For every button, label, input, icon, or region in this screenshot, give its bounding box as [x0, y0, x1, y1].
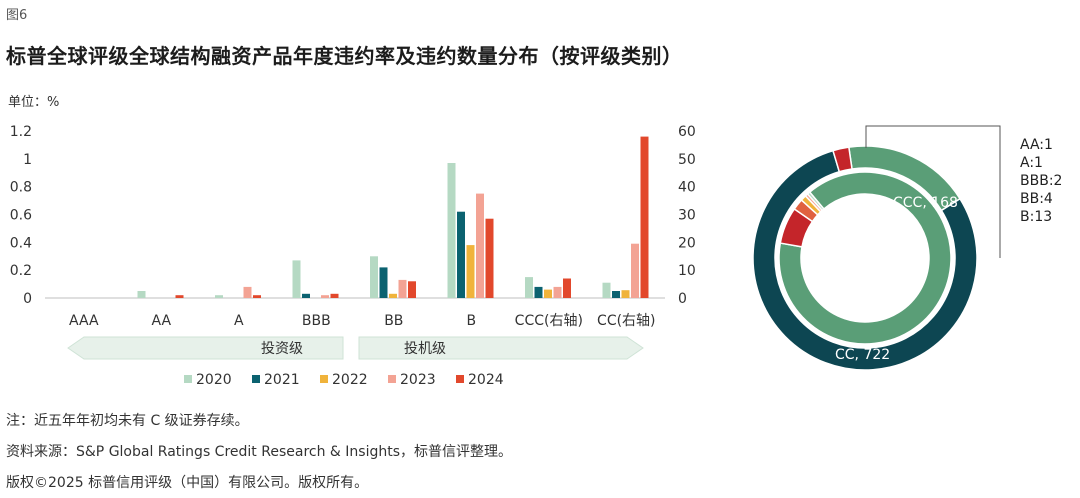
bar-2021 — [302, 293, 310, 298]
figure-label: 图6 — [6, 8, 28, 23]
bar-2021 — [612, 291, 620, 298]
callout-line: A:1 — [1020, 155, 1043, 171]
bar-2024 — [485, 218, 494, 298]
right-axis-tick: 30 — [678, 208, 696, 224]
category-label: AA — [152, 313, 172, 329]
legend-swatch-2020 — [184, 375, 192, 383]
bar-2020 — [525, 277, 533, 298]
right-axis-tick: 10 — [678, 263, 696, 279]
bar-2024 — [408, 281, 416, 298]
category-label: BBB — [302, 313, 331, 329]
bar-2021 — [534, 286, 543, 298]
bar-2022 — [544, 289, 552, 298]
bar-2023 — [553, 286, 562, 298]
speculative-grade-band — [358, 336, 644, 360]
legend-label: 2024 — [468, 372, 504, 388]
source-line: 资料来源：S&P Global Ratings Credit Research … — [6, 444, 513, 460]
outer-ring-slice-others — [832, 146, 853, 173]
right-axis-tick: 50 — [678, 152, 696, 168]
copyright-line: 版权©2025 标普信用评级（中国）有限公司。版权所有。 — [6, 475, 369, 491]
callout-line: AA:1 — [1020, 137, 1053, 153]
legend-swatch-2022 — [320, 375, 328, 383]
left-axis-tick: 0.6 — [10, 208, 32, 224]
left-axis-tick: 1.2 — [10, 124, 32, 140]
bar-2022 — [389, 293, 397, 298]
legend-swatch-2021 — [252, 375, 260, 383]
legend-label: 2022 — [332, 372, 368, 388]
bar-2023 — [398, 279, 407, 298]
bar-2023 — [321, 295, 329, 298]
investment-grade-band — [67, 336, 344, 360]
bar-2024 — [640, 136, 649, 298]
callout-line: BB:4 — [1020, 191, 1053, 207]
legend-swatch-2024 — [456, 375, 464, 383]
right-axis-tick: 0 — [678, 291, 687, 307]
bar-2022 — [466, 245, 475, 298]
category-label: BB — [384, 313, 403, 329]
inner-ccc-label: CCC, 168 — [893, 195, 958, 211]
bar-2020 — [602, 282, 611, 298]
outer-ring-slice-cc — [752, 149, 978, 371]
left-axis-tick: 0.2 — [10, 263, 32, 279]
right-axis-tick: 40 — [678, 180, 696, 196]
left-axis-tick: 0.8 — [10, 180, 32, 196]
callout-leader — [865, 125, 1001, 258]
bar-2020 — [137, 291, 146, 298]
speculative-grade-label: 投机级 — [404, 341, 446, 357]
outer-cc-label: CC, 722 — [835, 347, 890, 363]
bar-2021 — [379, 267, 388, 298]
bar-2020 — [215, 295, 223, 298]
left-axis-tick: 0.4 — [10, 235, 32, 251]
category-label: A — [234, 313, 244, 329]
category-label: AAA — [69, 313, 99, 329]
inner-ring-slice-aa — [806, 191, 825, 212]
bar-2024 — [253, 295, 261, 298]
legend-swatch-2023 — [388, 375, 396, 383]
bar-2023 — [476, 193, 484, 298]
chart-title: 标普全球评级全球结构融资产品年度违约率及违约数量分布（按评级类别） — [6, 44, 683, 68]
legend-label: 2023 — [400, 372, 436, 388]
legend-label: 2020 — [196, 372, 232, 388]
right-axis-tick: 20 — [678, 235, 696, 251]
investment-grade-label: 投资级 — [261, 341, 303, 357]
category-label: B — [466, 313, 476, 329]
bar-2020 — [292, 260, 301, 298]
bar-2020 — [447, 163, 456, 298]
bar-2024 — [330, 293, 339, 298]
category-label: CCC(右轴) — [515, 313, 583, 329]
legend-label: 2021 — [264, 372, 300, 388]
inner-ring-slice-ccc — [778, 171, 952, 345]
bar-2023 — [243, 286, 252, 298]
left-axis-tick: 1 — [23, 152, 32, 168]
bar-2020 — [370, 256, 378, 299]
category-label: CC(右轴) — [597, 313, 655, 329]
left-axis-tick: 0 — [23, 291, 32, 307]
unit-label: 单位：% — [8, 95, 60, 110]
bar-2023 — [631, 243, 639, 298]
callout-line: B:13 — [1020, 209, 1052, 225]
bar-2021 — [457, 211, 465, 298]
bar-2024 — [175, 295, 184, 298]
note-line: 注：近五年年初均未有 C 级证券存续。 — [6, 413, 249, 429]
bar-2022 — [621, 290, 630, 298]
right-axis-tick: 60 — [678, 124, 696, 140]
callout-line: BBB:2 — [1020, 173, 1062, 189]
bar-2024 — [563, 278, 571, 298]
